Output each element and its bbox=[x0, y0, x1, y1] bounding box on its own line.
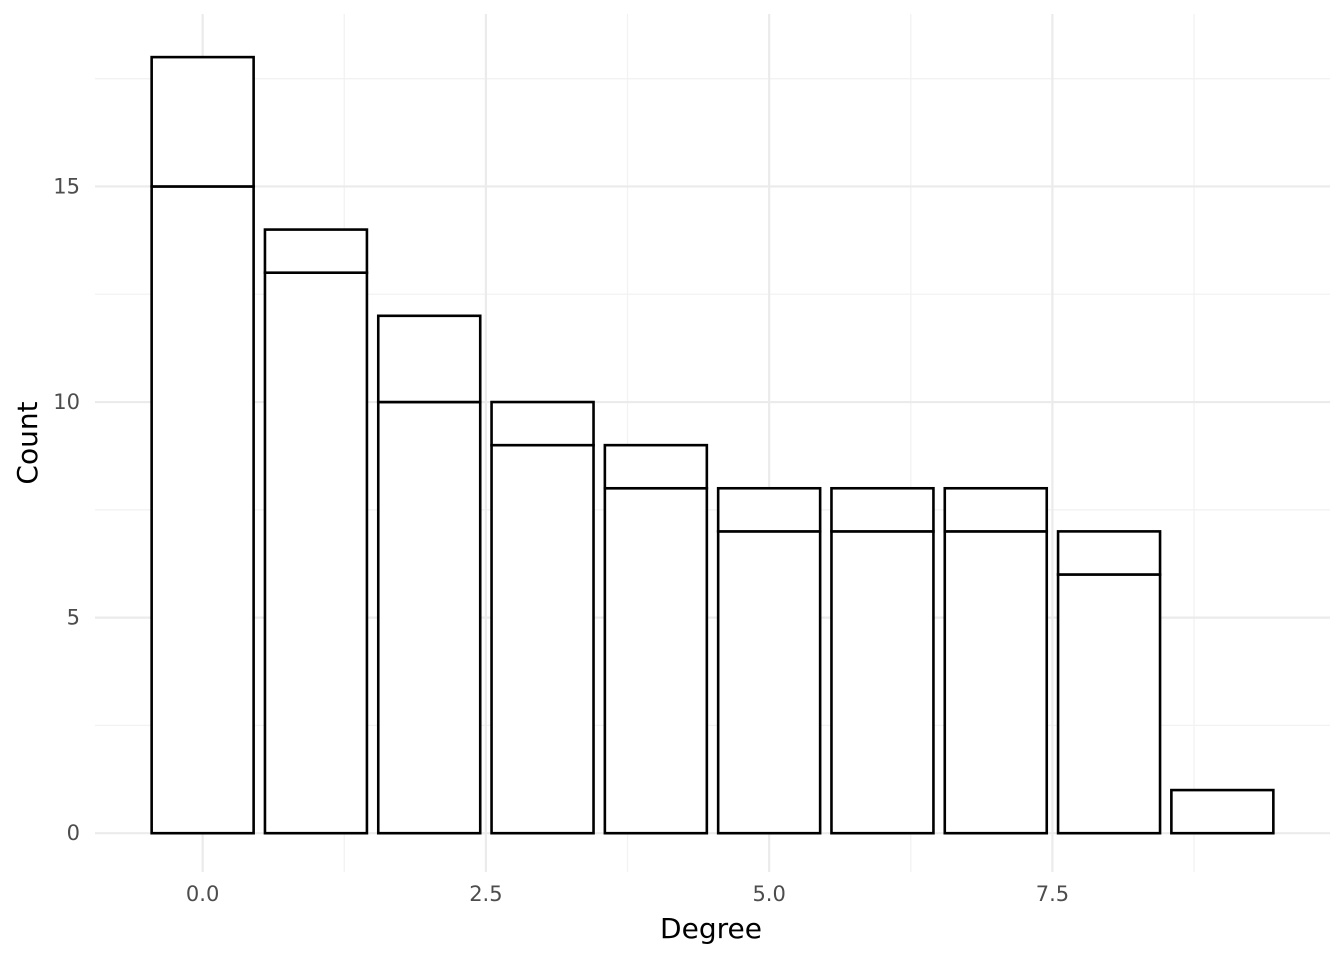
bar-segment-0 bbox=[943, 530, 1049, 835]
y-tick-label: 15 bbox=[53, 174, 80, 198]
x-tick-label: 2.5 bbox=[469, 882, 502, 906]
y-tick-label: 0 bbox=[67, 821, 80, 845]
bar-series bbox=[150, 55, 1275, 835]
bar-segment-0 bbox=[603, 486, 709, 835]
bar-segment-1 bbox=[716, 486, 822, 533]
y-tick-label: 10 bbox=[53, 390, 80, 414]
x-axis-title: Degree bbox=[660, 912, 762, 945]
bar-segment-0 bbox=[1170, 788, 1275, 835]
bar-segment-1 bbox=[376, 314, 482, 404]
x-tick-label: 5.0 bbox=[752, 882, 785, 906]
y-axis-title: Count bbox=[11, 401, 44, 484]
bar-segment-0 bbox=[716, 530, 822, 835]
y-axis-ticks: 0 5 10 15 bbox=[53, 174, 80, 845]
bar-segment-1 bbox=[1056, 530, 1162, 576]
bar-segment-1 bbox=[263, 228, 369, 274]
bar-segment-0 bbox=[376, 400, 482, 835]
bar-segment-0 bbox=[263, 271, 369, 835]
bar-segment-0 bbox=[150, 185, 255, 835]
bar-segment-1 bbox=[150, 55, 255, 188]
bar-segment-1 bbox=[943, 486, 1049, 533]
bar-segment-0 bbox=[1056, 573, 1162, 835]
bar-segment-0 bbox=[490, 443, 595, 835]
y-tick-label: 5 bbox=[67, 606, 80, 630]
bar-segment-0 bbox=[830, 530, 935, 835]
bar-segment-1 bbox=[830, 486, 935, 533]
x-tick-label: 7.5 bbox=[1036, 882, 1069, 906]
x-axis-ticks: 0.0 2.5 5.0 7.5 bbox=[186, 882, 1069, 906]
bar-segment-1 bbox=[603, 443, 709, 490]
bar-segment-1 bbox=[490, 400, 595, 447]
x-tick-label: 0.0 bbox=[186, 882, 219, 906]
